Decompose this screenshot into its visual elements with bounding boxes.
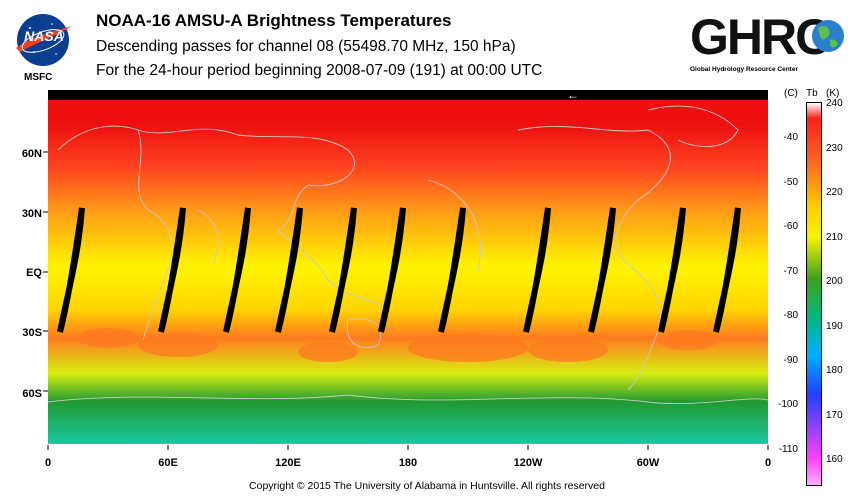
- direction-arrow: ←: [567, 88, 579, 102]
- coastline-8: [47, 394, 769, 405]
- no-data-band: [48, 90, 768, 100]
- swath-gap-5: [378, 207, 406, 333]
- page-subtitle: Descending passes for channel 08 (55498.…: [96, 38, 516, 55]
- warm-blob-4: [658, 330, 718, 350]
- lon-label-60w: 60W: [636, 457, 660, 469]
- warm-anomaly-blobs: [78, 328, 718, 362]
- lon-label-0-east: 0: [764, 457, 772, 469]
- ghrc-subtitle: Global Hydrology Resource Center: [690, 66, 798, 73]
- period-label: For the 24-hour period beginning 2008-07…: [96, 62, 543, 79]
- swath-gap-6: [438, 207, 466, 333]
- colorbar-kelvin-tick: 230: [826, 142, 843, 154]
- swath-gap-2: [223, 207, 251, 333]
- colorbar-celsius-tick: -50: [783, 176, 798, 188]
- lat-label-eq: EQ: [26, 267, 42, 279]
- colorbar-kelvin-tick: 210: [826, 231, 843, 243]
- lon-label-0: 0: [44, 457, 52, 469]
- swath-gap-0: [57, 207, 85, 333]
- swath-gap-3: [275, 207, 303, 333]
- copyright-footer: Copyright © 2015 The University of Alaba…: [249, 480, 605, 492]
- warm-blob-3: [528, 338, 608, 362]
- nasa-wordmark: NASA: [24, 28, 64, 44]
- page-title: NOAA-16 AMSU-A Brightness Temperatures: [96, 11, 452, 30]
- swath-gap-4: [329, 207, 357, 333]
- colorbar-kelvin-tick: 170: [826, 409, 843, 421]
- lat-label-30n: 30N: [21, 208, 42, 220]
- lon-label-60e: 60E: [158, 457, 178, 469]
- colorbar-celsius-tick: -90: [783, 354, 798, 366]
- colorbar-header-tb: Tb: [806, 88, 818, 99]
- colorbar-celsius-tick: -70: [783, 265, 798, 277]
- ghrc-logo: GHRC: [690, 9, 850, 66]
- warm-blob-5: [78, 328, 138, 348]
- swath-gap-7: [523, 207, 551, 333]
- colorbar-kelvin-tick: 240: [826, 98, 843, 109]
- coastline-0: [57, 125, 355, 231]
- nasa-meatball-icon: [16, 14, 72, 66]
- lon-label-120w: 120W: [513, 457, 543, 469]
- lat-label-60n: 60N: [21, 148, 42, 160]
- colorbar-celsius-tick: -60: [783, 221, 798, 232]
- swath-gap-1: [158, 207, 186, 333]
- lat-label-30s: 30S: [22, 327, 42, 339]
- colorbar: [806, 102, 822, 486]
- warm-blob-0: [138, 333, 218, 357]
- colorbar-header-c: (C): [784, 88, 798, 99]
- coastline-6: [622, 259, 662, 391]
- colorbar-celsius-tick: -40: [783, 132, 798, 143]
- coastline-1: [137, 129, 173, 341]
- temperature-map: [47, 90, 769, 444]
- swath-gap-9: [658, 207, 686, 333]
- coastline-2: [197, 209, 219, 266]
- colorbar-kelvin-tick: 200: [826, 276, 843, 287]
- colorbar-celsius-tick: -110: [778, 443, 798, 455]
- warm-blob-1: [298, 342, 358, 362]
- axis-ticks: [43, 151, 769, 450]
- warm-blob-2: [408, 334, 528, 362]
- msfc-label: MSFC: [24, 72, 53, 83]
- colorbar-header-k: (K): [826, 88, 840, 99]
- colorbar-kelvin-tick: 190: [826, 320, 843, 332]
- colorbar-kelvin-tick: 160: [826, 454, 843, 465]
- lat-label-60s: 60S: [22, 388, 42, 400]
- swath-gap-10: [713, 207, 741, 333]
- coastline-7: [647, 105, 739, 147]
- colorbar-kelvin-tick: 220: [826, 187, 843, 198]
- brightness-field: [48, 90, 768, 444]
- coastline-9: [427, 179, 481, 271]
- coastline-4: [346, 318, 382, 349]
- colorbar-celsius-tick: -100: [777, 399, 798, 410]
- lon-label-180: 180: [398, 457, 418, 469]
- colorbar-celsius-tick: -80: [783, 310, 798, 321]
- colorbar-kelvin-tick: 180: [826, 365, 843, 376]
- lon-label-120e: 120E: [275, 457, 301, 469]
- ghrc-wordmark: GHRC: [690, 10, 830, 65]
- nasa-logo: [12, 10, 76, 70]
- swath-gap-8: [588, 207, 616, 333]
- coastline-5: [517, 126, 671, 261]
- swath-gaps: [57, 207, 741, 333]
